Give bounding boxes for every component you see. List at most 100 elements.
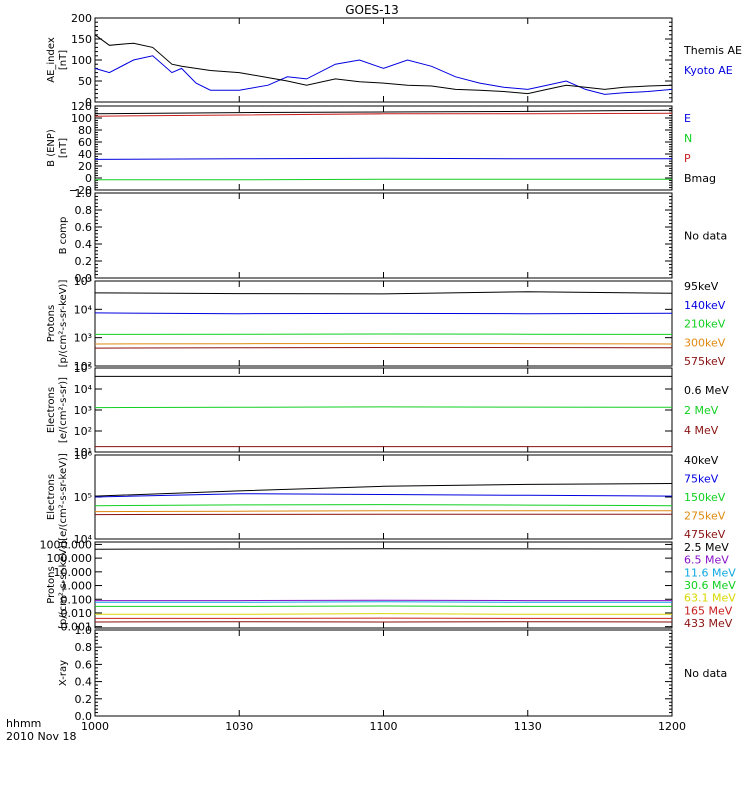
y-tick-label: 10⁴ bbox=[74, 533, 93, 546]
y-tick-label: 100.000 bbox=[47, 552, 93, 565]
x-tick-label: 1100 bbox=[370, 720, 398, 733]
legend-entry: 140keV bbox=[684, 299, 726, 312]
y-tick-label: 10⁵ bbox=[74, 491, 92, 504]
time-axis-label-date: 2010 Nov 18 bbox=[6, 730, 76, 743]
y-axis-label: B (ENP) bbox=[46, 129, 57, 167]
y-axis-label: Protons bbox=[46, 305, 57, 342]
y-tick-label: 0.8 bbox=[75, 204, 93, 217]
series-line-300kev bbox=[94, 342, 673, 345]
legend-entry: 75keV bbox=[684, 473, 719, 486]
legend-entry: 4 MeV bbox=[684, 424, 719, 437]
time-axis: hhmm 2010 Nov 18 1000 1030 1100 1130 1200 bbox=[6, 717, 686, 743]
series-line-63.1-mev bbox=[95, 613, 672, 615]
legend-entry: P bbox=[684, 152, 691, 165]
y-tick-label: 100 bbox=[71, 54, 92, 67]
y-tick-label: 10⁴ bbox=[74, 383, 93, 396]
legend-entry: 95keV bbox=[684, 280, 719, 293]
legend-entry: 2.5 MeV bbox=[684, 541, 729, 554]
series-line-575kev bbox=[94, 347, 673, 349]
panel-ae: 0 50 100 150 200 AE_index [nT] Themis AE Kyoto A… bbox=[46, 12, 742, 109]
x-tick-label: 1030 bbox=[225, 720, 253, 733]
legend-entry: 300keV bbox=[684, 336, 726, 349]
legend-entry: 30.6 MeV bbox=[684, 579, 736, 592]
y-tick-label: 10³ bbox=[74, 404, 92, 417]
y-tick-label: 0.6 bbox=[75, 658, 93, 671]
y-tick-label: 1.000 bbox=[61, 580, 93, 593]
series-line-p bbox=[94, 112, 673, 117]
y-tick-label: 0.4 bbox=[75, 676, 93, 689]
panel-protons2: 0.0010.0100.1001.00010.000100.0001000.00… bbox=[40, 538, 737, 633]
y-tick-label: 10³ bbox=[74, 332, 92, 345]
legend-entry: 433 MeV bbox=[684, 617, 733, 630]
y-axis-label: [nT] bbox=[58, 138, 69, 158]
series-line-e bbox=[94, 157, 672, 160]
y-tick-label: 1.0 bbox=[75, 624, 93, 637]
series-line-2-mev bbox=[94, 406, 673, 409]
legend-entry: 275keV bbox=[684, 510, 726, 523]
panel-frame bbox=[94, 192, 673, 279]
panel-frame bbox=[94, 454, 673, 540]
legend-entry: 11.6 MeV bbox=[684, 566, 736, 579]
y-tick-label: 0.0 bbox=[75, 272, 93, 285]
series-line-95kev bbox=[94, 291, 673, 295]
legend-entry: 6.5 MeV bbox=[684, 554, 729, 567]
plot-title: GOES-13 bbox=[345, 3, 399, 17]
x-tick-label: 1130 bbox=[514, 720, 542, 733]
y-tick-label: 10² bbox=[74, 425, 92, 438]
y-tick-label: 0.8 bbox=[75, 641, 93, 654]
panel-protons1: 10² 10³ 10⁴ 10⁵ Protons [p/(cm²-s-sr-keV)] 95k… bbox=[46, 275, 726, 373]
series-line-40kev bbox=[94, 483, 673, 497]
series-line-themis-ae bbox=[94, 34, 673, 95]
legend-entry: Themis AE bbox=[683, 44, 742, 57]
y-axis-label: [e/(cm²-s-sr)] bbox=[58, 377, 69, 443]
y-tick-label: 0.4 bbox=[75, 238, 93, 251]
legend-entry: Kyoto AE bbox=[684, 64, 733, 77]
x-tick-label: 1000 bbox=[81, 720, 109, 733]
series-line-275kev bbox=[94, 510, 672, 513]
y-tick-label: 20 bbox=[78, 160, 92, 173]
y-tick-label: 0.2 bbox=[75, 255, 93, 268]
y-tick-label: 0.2 bbox=[75, 693, 93, 706]
y-axis-label: Electrons bbox=[46, 387, 57, 433]
series-line-140kev bbox=[94, 312, 673, 315]
y-tick-label: 0.6 bbox=[75, 221, 93, 234]
panel-frame bbox=[94, 629, 673, 717]
y-tick-label: 10⁶ bbox=[74, 449, 93, 462]
y-tick-label: 200 bbox=[71, 12, 92, 25]
panel-frame bbox=[94, 105, 673, 191]
panel-electrons2: 10⁴ 10⁵ 10⁶ Electrons [e/(cm²-s-sr-keV)] 40ke… bbox=[46, 449, 726, 546]
series-line-150kev bbox=[94, 504, 673, 507]
y-tick-label: 10.000 bbox=[54, 566, 93, 579]
y-tick-label: 50 bbox=[78, 75, 92, 88]
y-tick-label: 10⁵ bbox=[74, 362, 92, 375]
y-axis-label: [p/(cm²-s-sr-keV)] bbox=[58, 541, 69, 629]
y-tick-label: 10⁵ bbox=[74, 275, 92, 288]
series-line-75kev bbox=[94, 493, 673, 498]
y-tick-label: 0.0 bbox=[75, 710, 93, 723]
y-tick-label: 40 bbox=[78, 148, 92, 161]
y-tick-label: 0 bbox=[85, 96, 92, 109]
series-line-11.6-mev bbox=[95, 601, 672, 603]
time-axis-label-hhmm: hhmm bbox=[6, 717, 41, 730]
legend-entry: N bbox=[684, 132, 692, 145]
y-tick-label: 1000.000 bbox=[40, 538, 93, 551]
y-axis-label: B comp bbox=[58, 217, 69, 255]
y-tick-label: −20 bbox=[69, 184, 92, 197]
x-tick-label: 1200 bbox=[658, 720, 686, 733]
y-axis-label: X-ray bbox=[58, 660, 69, 686]
y-tick-label: 10⁴ bbox=[74, 303, 93, 316]
legend-entry: 575keV bbox=[684, 355, 726, 368]
panel-xray: 0.0 0.2 0.4 0.6 0.8 1.0 X-ray No data bbox=[58, 624, 727, 723]
series-line-bmag bbox=[94, 109, 673, 115]
legend-entry: 2 MeV bbox=[684, 404, 719, 417]
panel-electrons1: 10¹ 10² 10³ 10⁴ 10⁵ Electrons [e/(cm²-s-sr)] 0.… bbox=[46, 362, 729, 459]
y-tick-label: 100 bbox=[71, 112, 92, 125]
legend-entry: 150keV bbox=[684, 491, 726, 504]
legend-entry: 165 MeV bbox=[684, 604, 733, 617]
y-tick-label: 0.100 bbox=[61, 593, 93, 606]
legend-entry: 40keV bbox=[684, 454, 719, 467]
y-tick-label: 10¹ bbox=[74, 446, 92, 459]
